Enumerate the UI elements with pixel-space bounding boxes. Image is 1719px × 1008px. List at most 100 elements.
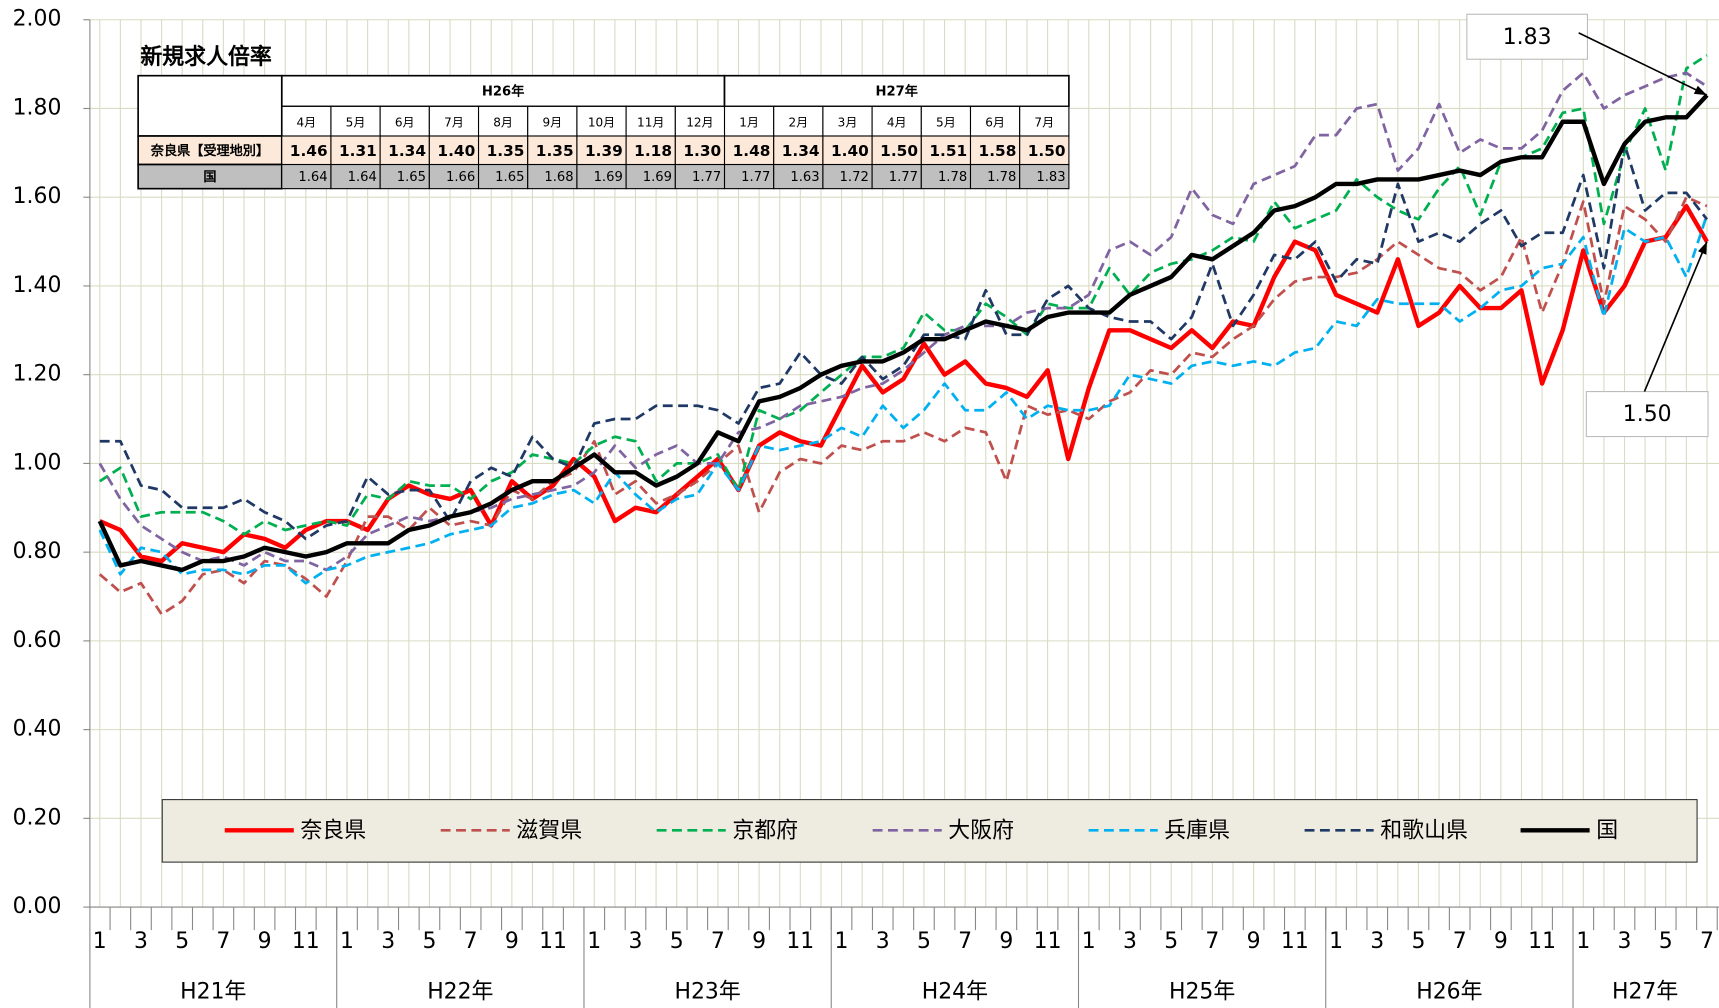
x-tick-label: 7 bbox=[216, 929, 230, 954]
x-tick-label: 11 bbox=[539, 929, 567, 954]
value-text: 1.50 bbox=[1028, 142, 1066, 160]
legend: 奈良県 滋賀県 京都府 大阪府 兵庫県 和歌山県 国 bbox=[161, 799, 1698, 863]
value-cell bbox=[822, 163, 873, 190]
value-cell bbox=[773, 163, 824, 190]
row-label: 国 bbox=[203, 169, 216, 185]
x-tick-label: 11 bbox=[786, 929, 814, 954]
year-label: H24年 bbox=[922, 980, 988, 1005]
value-cell bbox=[477, 135, 529, 166]
value-text: 1.31 bbox=[339, 142, 377, 160]
value-text: 1.77 bbox=[889, 170, 918, 185]
value-text: 1.77 bbox=[692, 170, 721, 185]
x-tick-label: 3 bbox=[876, 929, 890, 954]
value-text: 1.65 bbox=[495, 170, 524, 185]
month-label: 4月 bbox=[887, 115, 907, 129]
value-text: 1.40 bbox=[437, 142, 475, 160]
month-cell bbox=[379, 105, 430, 137]
value-text: 1.69 bbox=[643, 170, 672, 185]
month-label: 11月 bbox=[637, 115, 664, 129]
month-cell bbox=[920, 105, 972, 137]
series-line bbox=[97, 93, 1709, 573]
y-tick-label: 0.20 bbox=[13, 805, 62, 830]
x-tick-label: 5 bbox=[422, 929, 436, 954]
month-cell bbox=[625, 105, 676, 137]
x-tick-label: 3 bbox=[1123, 929, 1137, 954]
x-tick-label: 3 bbox=[1618, 929, 1632, 954]
month-label: 4月 bbox=[296, 115, 316, 129]
value-text: 1.58 bbox=[979, 142, 1017, 160]
legend-label: 和歌山県 bbox=[1380, 818, 1468, 843]
x-tick-label: 5 bbox=[175, 929, 189, 954]
month-cell bbox=[871, 105, 922, 137]
x-tick-label: 11 bbox=[1281, 929, 1309, 954]
y-tick-label: 0.60 bbox=[13, 628, 62, 653]
x-tick-label: 7 bbox=[1453, 929, 1467, 954]
series-line bbox=[99, 54, 1708, 536]
y-tick-label: 0.80 bbox=[13, 539, 62, 564]
value-cell bbox=[822, 135, 873, 166]
value-text: 1.18 bbox=[634, 142, 672, 160]
month-label: 6月 bbox=[395, 115, 415, 129]
series-line bbox=[98, 203, 1709, 564]
value-cell bbox=[969, 135, 1021, 166]
month-label: 7月 bbox=[1034, 115, 1054, 129]
month-label: 10月 bbox=[588, 115, 615, 129]
month-label: 2月 bbox=[788, 115, 808, 129]
x-tick-label: 9 bbox=[505, 929, 519, 954]
value-text: 1.39 bbox=[585, 142, 623, 160]
month-cell bbox=[527, 105, 578, 137]
value-text: 1.68 bbox=[544, 170, 573, 185]
value-text: 1.72 bbox=[840, 170, 869, 185]
year-label: H23年 bbox=[674, 980, 740, 1005]
month-cell bbox=[477, 105, 529, 137]
value-text: 1.78 bbox=[938, 170, 967, 185]
row-label-cell bbox=[137, 163, 283, 190]
value-text: 1.65 bbox=[397, 170, 426, 185]
y-tick-label: 1.80 bbox=[13, 95, 62, 120]
value-text: 1.30 bbox=[683, 142, 721, 160]
month-label: 7月 bbox=[444, 115, 464, 129]
month-cell bbox=[1019, 105, 1070, 137]
legend-box bbox=[161, 799, 1698, 863]
legend-label: 兵庫県 bbox=[1164, 818, 1230, 843]
x-tick-label: 1 bbox=[587, 929, 601, 954]
month-label: 5月 bbox=[936, 115, 956, 129]
value-text: 1.34 bbox=[388, 142, 426, 160]
month-label: 9月 bbox=[542, 115, 562, 129]
month-label: 12月 bbox=[686, 115, 713, 129]
value-cell bbox=[920, 135, 972, 166]
value-cell bbox=[477, 163, 529, 190]
x-tick-label: 9 bbox=[258, 929, 272, 954]
x-tick-label: 9 bbox=[1247, 929, 1261, 954]
year-label: H26年 bbox=[1416, 980, 1482, 1005]
series-line bbox=[98, 71, 1708, 572]
year-label: H21年 bbox=[180, 980, 246, 1005]
legend-label: 京都府 bbox=[732, 818, 798, 843]
x-tick-label: 5 bbox=[1164, 929, 1178, 954]
month-cell bbox=[281, 105, 332, 137]
row-label-cell bbox=[137, 135, 283, 166]
group-label: H26年 bbox=[482, 83, 524, 100]
x-tick-label: 3 bbox=[1370, 929, 1384, 954]
value-cell bbox=[428, 163, 480, 190]
row-label: 奈良県【受理地別】 bbox=[150, 142, 269, 159]
value-cell bbox=[723, 135, 775, 166]
value-text: 1.35 bbox=[536, 142, 574, 160]
x-tick-label: 3 bbox=[629, 929, 643, 954]
value-cell bbox=[920, 163, 972, 190]
series-line bbox=[98, 214, 1709, 585]
x-tick-label: 11 bbox=[292, 929, 320, 954]
x-tick-label: 5 bbox=[670, 929, 684, 954]
month-label: 1月 bbox=[739, 115, 759, 129]
year-label: H27年 bbox=[1612, 980, 1678, 1005]
x-tick-label: 1 bbox=[835, 929, 849, 954]
x-tick-label: 11 bbox=[1528, 929, 1556, 954]
x-tick-label: 7 bbox=[1205, 929, 1219, 954]
x-tick-label: 1 bbox=[1329, 929, 1343, 954]
annotation-box bbox=[1466, 13, 1588, 60]
month-cell bbox=[723, 105, 775, 137]
annotation-arrow bbox=[1578, 32, 1708, 96]
value-text: 1.50 bbox=[880, 142, 918, 160]
value-cell bbox=[969, 163, 1021, 190]
